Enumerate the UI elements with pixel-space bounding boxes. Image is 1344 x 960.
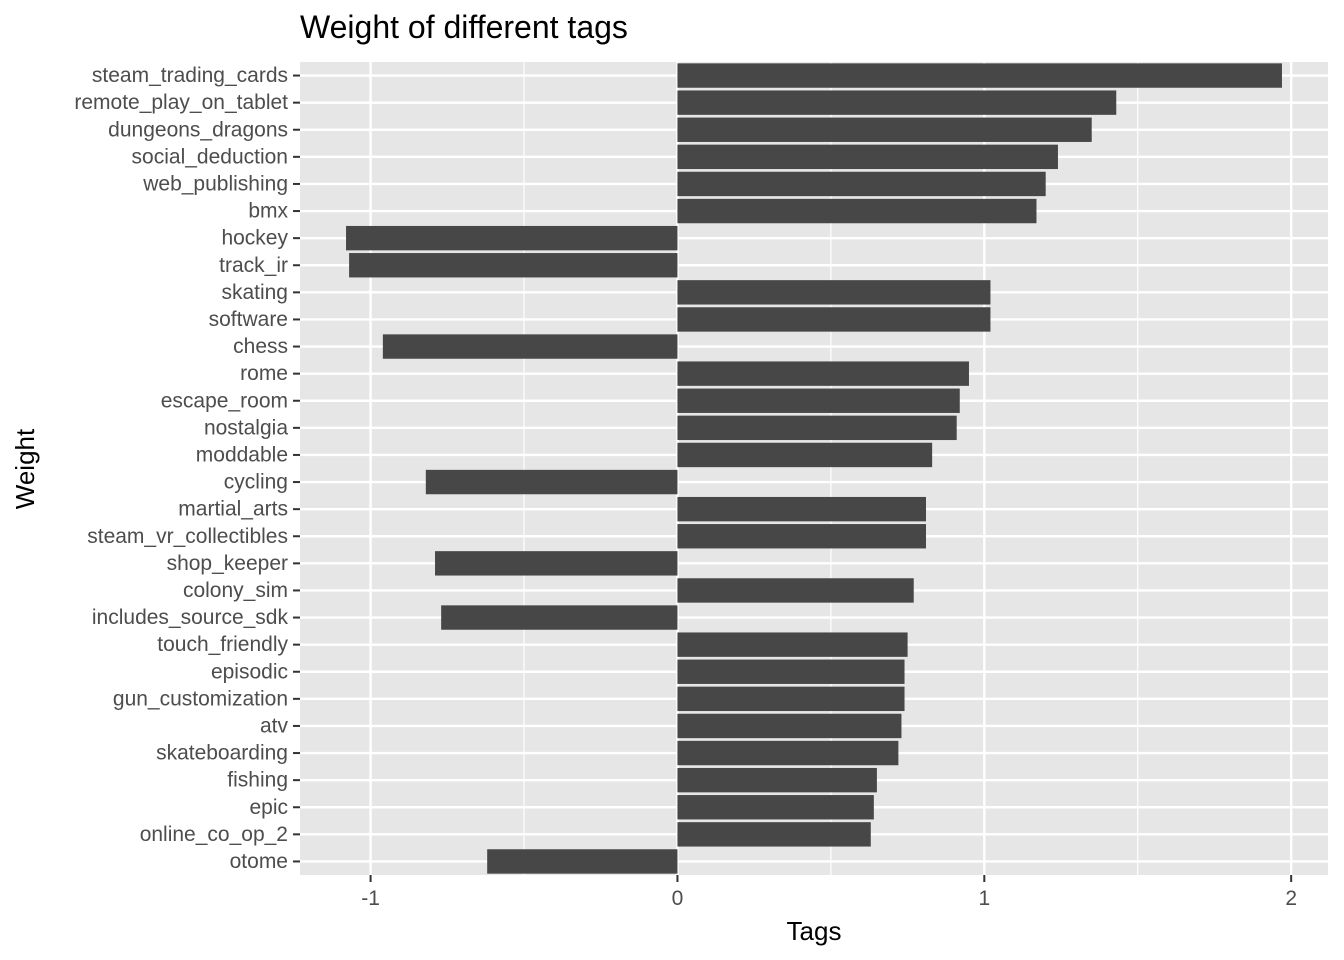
bar-steam_trading_cards [677, 63, 1282, 88]
y-tick-label: track_ir [219, 254, 288, 277]
bar-atv [677, 713, 902, 739]
y-tick-label: rome [240, 362, 288, 385]
plot-panel [300, 62, 1328, 875]
bar-fishing [677, 767, 877, 793]
bar-moddable [677, 442, 933, 468]
y-tick-label: episodic [211, 660, 288, 683]
bar-software [677, 307, 991, 332]
y-tick-label: software [209, 308, 288, 331]
bar-online_co_op_2 [677, 822, 871, 847]
y-tick-label: skating [221, 281, 288, 304]
x-tick-label: 1 [978, 887, 990, 910]
y-tick-label: colony_sim [183, 579, 288, 602]
y-tick-label: martial_arts [178, 498, 288, 521]
bar-otome [487, 849, 678, 874]
bar-chess [382, 334, 678, 359]
y-tick-label: includes_source_sdk [92, 606, 289, 629]
y-tick-label: remote_play_on_tablet [74, 91, 288, 114]
y-tick-label: shop_keeper [167, 552, 288, 575]
bar-skateboarding [677, 740, 899, 766]
y-tick-label: web_publishing [142, 172, 288, 195]
bar-includes_source_sdk [441, 605, 678, 630]
y-tick-label: skateboarding [156, 742, 288, 765]
y-tick-label: gun_customization [113, 687, 288, 710]
bar-touch_friendly [677, 632, 908, 657]
y-tick-label: steam_vr_collectibles [87, 525, 288, 548]
bar-epic [677, 795, 874, 820]
y-tick-label: epic [249, 796, 288, 819]
bar-bmx [677, 198, 1037, 224]
y-tick-label: dungeons_dragons [108, 118, 288, 141]
bar-web_publishing [677, 171, 1046, 197]
bar-skating [677, 280, 991, 305]
y-tick-label: cycling [224, 471, 288, 494]
y-tick-label: escape_room [161, 389, 288, 412]
y-tick-label: fishing [227, 769, 288, 792]
y-tick-label: steam_trading_cards [92, 64, 288, 87]
x-axis-ticks: -1 0 1 2 [361, 875, 1297, 910]
x-tick-label: 2 [1285, 887, 1297, 910]
y-tick-label: moddable [196, 443, 288, 466]
bar-rome [677, 361, 969, 386]
y-tick-label: bmx [248, 200, 288, 223]
bar-escape_room [677, 388, 960, 413]
bar-cycling [425, 469, 678, 495]
y-tick-label: nostalgia [204, 416, 288, 439]
bar-steam_vr_collectibles [677, 524, 927, 549]
bars [346, 63, 1282, 874]
y-tick-label: chess [233, 335, 288, 358]
y-tick-label: online_co_op_2 [140, 823, 288, 846]
x-tick-label: -1 [361, 887, 380, 910]
y-tick-label: social_deduction [132, 145, 288, 168]
bar-nostalgia [677, 415, 957, 441]
bar-remote_play_on_tablet [677, 90, 1117, 115]
bar-track_ir [349, 253, 678, 278]
chart-title: Weight of different tags [300, 9, 628, 45]
bar-episodic [677, 659, 905, 684]
bar-colony_sim [677, 578, 914, 603]
y-tick-label: hockey [221, 227, 288, 250]
y-axis-title: Weight [10, 428, 40, 509]
bar-social_deduction [677, 144, 1058, 170]
bar-hockey [346, 225, 678, 251]
bar-martial_arts [677, 496, 927, 522]
y-axis-ticks: steam_trading_cards remote_play_on_tablet… [74, 64, 300, 873]
x-tick-label: 0 [672, 887, 684, 910]
y-tick-label: atv [260, 714, 289, 737]
bar-dungeons_dragons [677, 117, 1092, 142]
bar-shop_keeper [435, 551, 678, 576]
y-tick-label: touch_friendly [157, 633, 288, 656]
x-axis-title: Tags [787, 916, 842, 946]
bar-gun_customization [677, 686, 905, 712]
y-tick-label: otome [230, 850, 288, 873]
